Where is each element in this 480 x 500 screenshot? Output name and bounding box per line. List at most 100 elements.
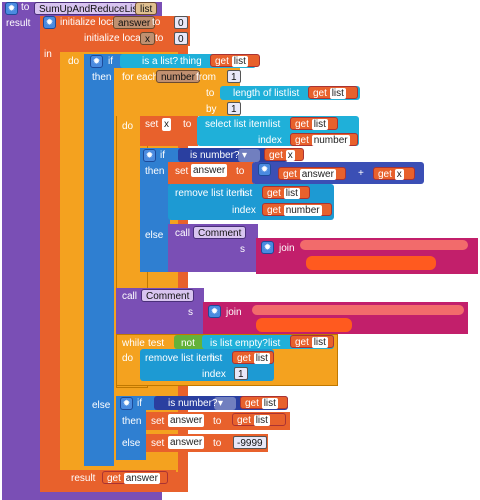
get-label: get: [237, 353, 251, 364]
set-answer-var[interactable]: answer: [191, 164, 228, 177]
get-label: get: [107, 473, 121, 484]
get-list-var[interactable]: list: [329, 88, 346, 99]
init-to-label-2: to: [155, 33, 164, 44]
init-gear-icon[interactable]: ✹: [43, 16, 56, 29]
is-number-get-x[interactable]: get x: [264, 148, 304, 161]
is-number-get-list[interactable]: get list: [240, 396, 288, 409]
init-var-answer[interactable]: answer: [113, 16, 156, 29]
get-list-block[interactable]: get list: [210, 54, 260, 67]
get-list-var[interactable]: list: [253, 415, 270, 426]
get-list-var[interactable]: list: [311, 337, 328, 348]
length-list-kw: list: [287, 88, 300, 99]
if-is-number-block[interactable]: [140, 148, 170, 272]
length-get-list[interactable]: get list: [308, 86, 358, 99]
if-gear-icon[interactable]: ✹: [90, 55, 103, 68]
get-label: get: [313, 88, 327, 99]
then2-label: then: [145, 166, 165, 177]
set-answer-to: to: [236, 166, 245, 177]
get-list-var[interactable]: list: [283, 188, 300, 199]
then-label: then: [92, 72, 112, 83]
else2-label: else: [145, 230, 164, 241]
is-number-label: is number?: [168, 398, 218, 409]
get-label: get: [269, 150, 283, 161]
select-index-label: index: [258, 135, 282, 146]
get-list-var[interactable]: list: [231, 56, 248, 67]
get-label: get: [267, 205, 281, 216]
get-answer-var[interactable]: answer: [299, 169, 336, 180]
get-list-var[interactable]: list: [311, 119, 328, 130]
proc-param[interactable]: list: [135, 2, 158, 15]
set-answer-neg-value[interactable]: -9999: [233, 436, 267, 449]
is-number-block[interactable]: [178, 148, 288, 162]
set-x-var[interactable]: x: [162, 118, 171, 131]
call-label: call: [122, 291, 138, 302]
call-s-label: s: [188, 307, 193, 318]
get-x-var[interactable]: x: [285, 150, 295, 161]
get-label: get: [378, 169, 392, 180]
get-list-var[interactable]: list: [253, 353, 270, 364]
for-to-label: to: [206, 88, 215, 99]
set-answer-label: set: [175, 166, 189, 177]
get-number-var[interactable]: number: [283, 205, 322, 216]
is-number-dropdown[interactable]: ▾: [214, 397, 236, 410]
get-x-var[interactable]: x: [394, 169, 404, 180]
join-gear-icon[interactable]: ✹: [261, 241, 274, 254]
get-answer-var[interactable]: answer: [123, 473, 160, 484]
if2-label: if: [160, 150, 165, 161]
from-value[interactable]: 1: [227, 70, 241, 83]
length-of-list-label: length of list: [233, 88, 287, 99]
proc-name-field[interactable]: SumUpAndReduceList: [34, 2, 146, 15]
set-to-label: to: [213, 416, 222, 427]
remove-label: remove list item: [175, 188, 246, 199]
while-do-label: do: [122, 353, 134, 364]
get-label: get: [215, 56, 229, 67]
set-answer-get-list[interactable]: get list: [232, 413, 286, 426]
mutator-gear-icon[interactable]: ✹: [5, 2, 18, 15]
set-label: set: [151, 438, 165, 449]
remove-get-list[interactable]: get list: [262, 186, 310, 199]
init-var-x[interactable]: x: [140, 32, 155, 45]
else3-label: else: [122, 438, 141, 449]
do-label: do: [68, 56, 80, 67]
remove2-index-label: index: [202, 369, 226, 380]
get-number-var[interactable]: number: [311, 135, 350, 146]
remove2-get-list[interactable]: get list: [232, 351, 274, 364]
result-label: result: [71, 473, 96, 484]
set-answer-var[interactable]: answer: [168, 414, 205, 427]
while-label: while: [122, 338, 145, 349]
set-label: set: [145, 119, 159, 130]
select-get-number[interactable]: get number: [290, 133, 358, 146]
is-number-dropdown[interactable]: ▾: [238, 149, 260, 162]
if2-gear-icon[interactable]: ✹: [143, 149, 156, 162]
add-get-answer[interactable]: get answer: [278, 167, 346, 180]
if3-gear-icon[interactable]: ✹: [120, 397, 133, 410]
remove-index-label: index: [232, 205, 256, 216]
empty-list-kw: list: [268, 338, 281, 349]
get-list-var[interactable]: list: [261, 398, 278, 409]
add-get-x[interactable]: get x: [373, 167, 415, 180]
join-label: join: [226, 307, 242, 318]
remove2-index-value[interactable]: 1: [234, 367, 248, 380]
in-label: in: [44, 49, 52, 60]
select-get-list[interactable]: get list: [290, 117, 338, 130]
call-proc-dropdown[interactable]: Comment: [193, 226, 247, 239]
init-to-label: to: [152, 17, 161, 28]
init-label-2: initialize local: [84, 33, 143, 44]
empty-get-list[interactable]: get list: [290, 335, 334, 348]
call-proc-dropdown[interactable]: Comment: [141, 289, 195, 302]
set-to-label: to: [183, 119, 192, 130]
result-get-answer[interactable]: get answer: [102, 471, 168, 484]
remove-get-number[interactable]: get number: [262, 203, 332, 216]
is-list-empty-label: is list empty?: [210, 338, 268, 349]
init-answer-value[interactable]: 0: [174, 16, 188, 29]
add-gear-icon[interactable]: ✹: [258, 163, 271, 176]
init-x-value[interactable]: 0: [174, 32, 188, 45]
get-label: get: [283, 169, 297, 180]
by-value[interactable]: 1: [227, 102, 241, 115]
if-is-list-block[interactable]: [84, 54, 114, 466]
remove-label: remove list item: [145, 353, 216, 364]
for-each-var[interactable]: number: [156, 70, 200, 83]
set-answer-var[interactable]: answer: [168, 436, 205, 449]
join-gear-icon[interactable]: ✹: [208, 305, 221, 318]
set-to-label: to: [213, 438, 222, 449]
